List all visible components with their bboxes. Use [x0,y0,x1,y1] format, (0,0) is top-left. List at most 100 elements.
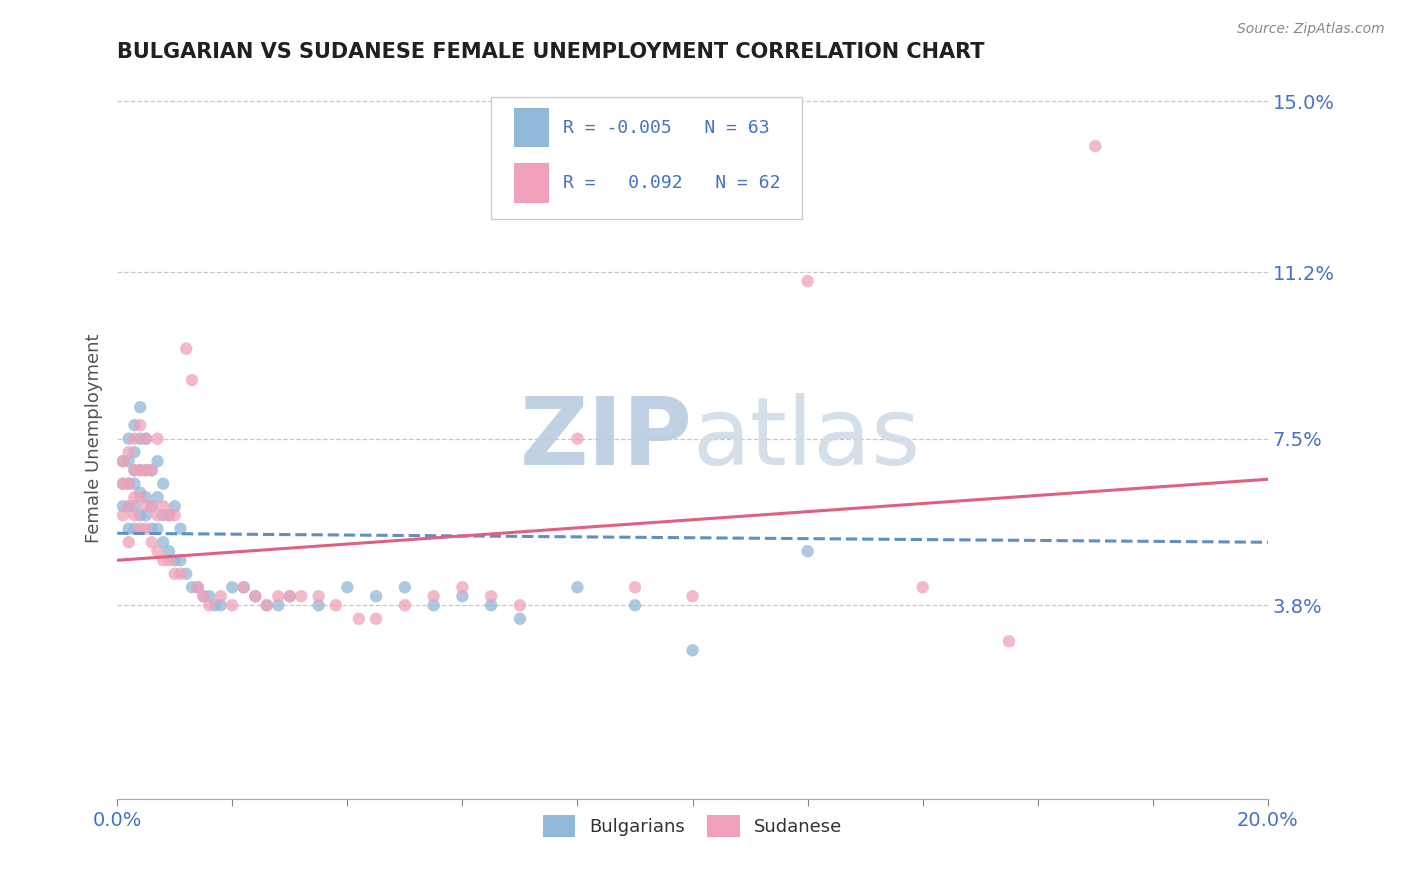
Point [118,476,141,491]
Point [157,508,180,523]
Point [135,490,157,504]
Point [193,589,215,603]
Point [141,463,163,477]
Text: R =   0.092   N = 62: R = 0.092 N = 62 [562,174,780,192]
Point [509,612,531,626]
Point [451,580,474,594]
Point [364,589,387,603]
Point [308,589,330,603]
Point [157,544,180,558]
Point [124,490,146,504]
Point [290,589,312,603]
Point [157,508,180,523]
Point [232,580,254,594]
Point [169,522,191,536]
Point [163,566,186,581]
Point [135,432,157,446]
Point [118,500,141,514]
Point [682,589,704,603]
Point [152,508,174,523]
Point [118,476,141,491]
Point [146,490,169,504]
Point [209,599,232,613]
Point [146,544,169,558]
Point [624,599,647,613]
Point [336,580,359,594]
Point [738,207,761,221]
Point [278,589,301,603]
Point [141,522,163,536]
Point [394,580,416,594]
Point [221,580,243,594]
Point [124,432,146,446]
Point [118,432,141,446]
Point [129,432,152,446]
Text: ZIP: ZIP [520,392,693,484]
Point [152,535,174,549]
FancyBboxPatch shape [491,96,801,219]
Text: Source: ZipAtlas.com: Source: ZipAtlas.com [1237,22,1385,37]
Point [198,589,221,603]
Point [451,589,474,603]
Point [567,432,589,446]
Point [509,599,531,613]
Point [163,500,186,514]
Point [364,612,387,626]
Legend: Bulgarians, Sudanese: Bulgarians, Sudanese [536,807,849,844]
Point [193,589,215,603]
Point [198,599,221,613]
Point [422,589,444,603]
Point [325,599,347,613]
Point [169,566,191,581]
Point [267,589,290,603]
Point [245,589,267,603]
Point [124,418,146,433]
Point [174,342,197,356]
Point [152,476,174,491]
Point [141,500,163,514]
Point [124,463,146,477]
Point [118,535,141,549]
Point [124,508,146,523]
Point [124,500,146,514]
Point [245,589,267,603]
Point [129,485,152,500]
Point [181,580,204,594]
Point [422,599,444,613]
Text: R = -0.005   N = 63: R = -0.005 N = 63 [562,119,769,136]
Point [111,508,134,523]
Point [111,476,134,491]
Point [135,500,157,514]
Point [111,500,134,514]
Point [174,566,197,581]
Point [796,544,818,558]
Point [256,599,278,613]
Point [1084,139,1107,153]
Point [479,599,502,613]
Point [129,522,152,536]
Point [308,599,330,613]
Point [129,463,152,477]
Point [221,599,243,613]
Point [157,553,180,567]
Point [181,373,204,387]
Point [256,599,278,613]
Point [118,454,141,468]
Point [124,522,146,536]
Point [146,508,169,523]
Point [135,432,157,446]
Point [232,580,254,594]
Text: atlas: atlas [693,392,921,484]
Point [111,454,134,468]
Point [152,500,174,514]
Point [135,508,157,523]
Point [267,599,290,613]
Point [278,589,301,603]
Point [124,445,146,459]
Point [796,274,818,288]
Point [141,463,163,477]
Point [187,580,209,594]
Point [118,522,141,536]
Point [209,589,232,603]
Point [135,463,157,477]
